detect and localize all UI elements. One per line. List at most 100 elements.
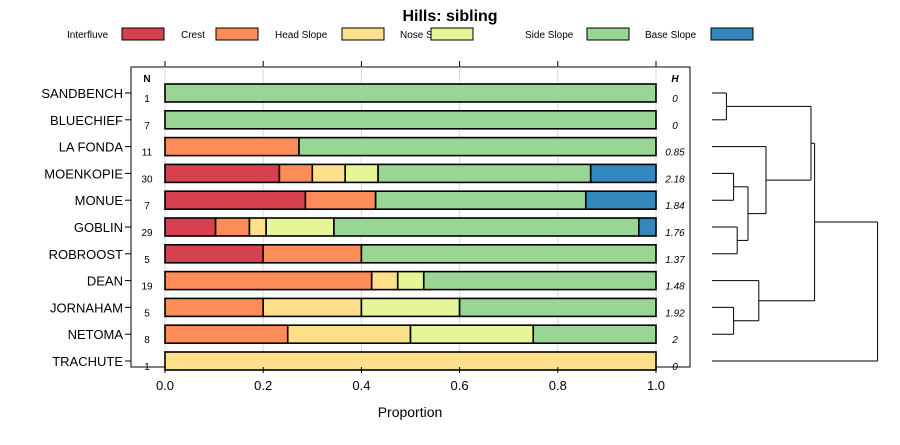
bar-segment-crest: [304, 190, 377, 210]
bar-segment-base-slope: [638, 217, 657, 237]
category-label: TRACHUTE: [52, 354, 123, 369]
bar-segment-nose-slope: [344, 163, 379, 184]
bar-segment-side-slope: [377, 163, 592, 184]
chart-title: Hills: sibling: [402, 8, 497, 25]
chart-rows: SANDBENCH 1 0 BLUECHIEF 7 0 LA FONDA 11 0.85 MOEN…: [41, 83, 685, 373]
bar-segment-base-slope: [589, 163, 657, 184]
bar-segment-interfluve: [164, 190, 307, 210]
row-monue: MONUE 7 1.84: [75, 190, 685, 212]
bar-segment-side-slope: [360, 244, 657, 264]
bar-segment-head-slope: [164, 351, 657, 371]
bar-segment-base-slope: [584, 190, 657, 210]
bar-segment-crest: [262, 244, 363, 264]
x-axis: 0.0 0.2 0.4 0.6 0.8 1.0: [156, 61, 665, 393]
x-tick-label: 0.6: [451, 378, 469, 393]
bar-segment-crest: [164, 270, 373, 291]
category-label: MOENKOPIE: [44, 166, 123, 181]
row-jornaham: JORNAHAM 5 1.92: [50, 297, 685, 319]
bar-segment-side-slope: [298, 136, 657, 157]
legend-swatch: [341, 27, 385, 41]
category-label: BLUECHIEF: [50, 113, 123, 128]
x-tick-label: 0.8: [549, 378, 567, 393]
legend-swatch: [430, 27, 474, 41]
n-value: 7: [144, 201, 150, 212]
n-value: 29: [141, 228, 153, 239]
bar-segment-head-slope: [311, 163, 346, 184]
bar-segment-side-slope: [422, 270, 657, 291]
legend-swatch: [215, 27, 259, 41]
n-value: 5: [144, 255, 150, 266]
h-value: 0: [672, 121, 678, 132]
n-value: 11: [142, 148, 153, 159]
row-bluechief: BLUECHIEF 7 0: [50, 110, 678, 132]
h-value: 2: [671, 335, 678, 346]
row-trachute: TRACHUTE 1 0: [52, 351, 678, 373]
row-la-fonda: LA FONDA 11 0.85: [59, 136, 685, 159]
n-value: 1: [144, 94, 150, 105]
row-sandbench: SANDBENCH 1 0: [41, 83, 678, 105]
x-tick-label: 0.4: [352, 378, 370, 393]
row-moenkopie: MOENKOPIE 30 2.18: [44, 163, 685, 185]
h-value: 2.18: [664, 174, 685, 185]
bar-segment-crest: [214, 217, 251, 237]
legend-swatch: [710, 27, 754, 41]
bar-segment-nose-slope: [360, 297, 461, 318]
bar-segment-crest: [278, 163, 314, 184]
bar-segment-side-slope: [164, 110, 657, 130]
bar-segment-nose-slope: [265, 217, 335, 237]
bar-segment-side-slope: [164, 83, 657, 103]
h-value: 1.84: [665, 201, 685, 212]
legend-label: Head Slope: [275, 30, 328, 41]
n-value: 1: [144, 362, 150, 373]
n-value: 19: [141, 282, 153, 293]
bar-segment-nose-slope: [396, 270, 425, 291]
bar-segment-crest: [164, 297, 264, 318]
row-robroost: ROBROOST 5 1.37: [49, 244, 685, 266]
bar-segment-head-slope: [370, 270, 399, 291]
h-value: 0: [672, 94, 678, 105]
h-value: 0.85: [665, 148, 685, 159]
bar-segment-crest: [164, 324, 289, 345]
legend-label: Side Slope: [525, 30, 574, 41]
x-tick-label: 1.0: [647, 378, 665, 393]
legend-swatch: [121, 27, 165, 41]
h-header: H: [671, 74, 679, 85]
category-label: GOBLIN: [74, 220, 123, 235]
bar-segment-side-slope: [458, 297, 657, 318]
x-axis-label: Proportion: [378, 404, 443, 420]
x-tick-label: 0.2: [254, 378, 272, 393]
category-label: DEAN: [87, 274, 123, 289]
legend-label: Nose Slope: [400, 30, 452, 41]
bar-segment-crest: [164, 136, 300, 157]
bar-segment-head-slope: [248, 217, 267, 237]
n-value: 30: [141, 174, 153, 185]
h-value: 1.92: [665, 308, 685, 319]
bar-segment-side-slope: [532, 324, 657, 345]
h-value: 1.48: [665, 282, 685, 293]
h-value: 1.76: [665, 228, 685, 239]
category-label: ROBROOST: [49, 247, 123, 262]
bar-segment-interfluve: [164, 217, 217, 237]
n-value: 5: [144, 308, 150, 319]
x-tick-label: 0.0: [156, 378, 174, 393]
bar-segment-interfluve: [164, 163, 281, 184]
category-label: SANDBENCH: [41, 86, 123, 101]
legend-label: Crest: [181, 30, 205, 41]
category-label: JORNAHAM: [50, 300, 123, 315]
n-value: 7: [144, 121, 150, 132]
row-netoma: NETOMA 8 2: [68, 324, 678, 346]
n-header: N: [143, 74, 150, 85]
bar-segment-head-slope: [262, 297, 363, 318]
legend-label: Interfluve: [67, 30, 109, 41]
h-value: 1.37: [665, 255, 685, 266]
category-label: NETOMA: [68, 327, 124, 342]
bar-segment-head-slope: [286, 324, 412, 345]
row-dean: DEAN 19 1.48: [87, 270, 685, 293]
row-goblin: GOBLIN 29 1.76: [74, 217, 685, 239]
bar-segment-side-slope: [374, 190, 587, 210]
h-value: 0: [672, 362, 678, 373]
bar-segment-interfluve: [164, 244, 264, 264]
category-label: LA FONDA: [59, 140, 124, 155]
